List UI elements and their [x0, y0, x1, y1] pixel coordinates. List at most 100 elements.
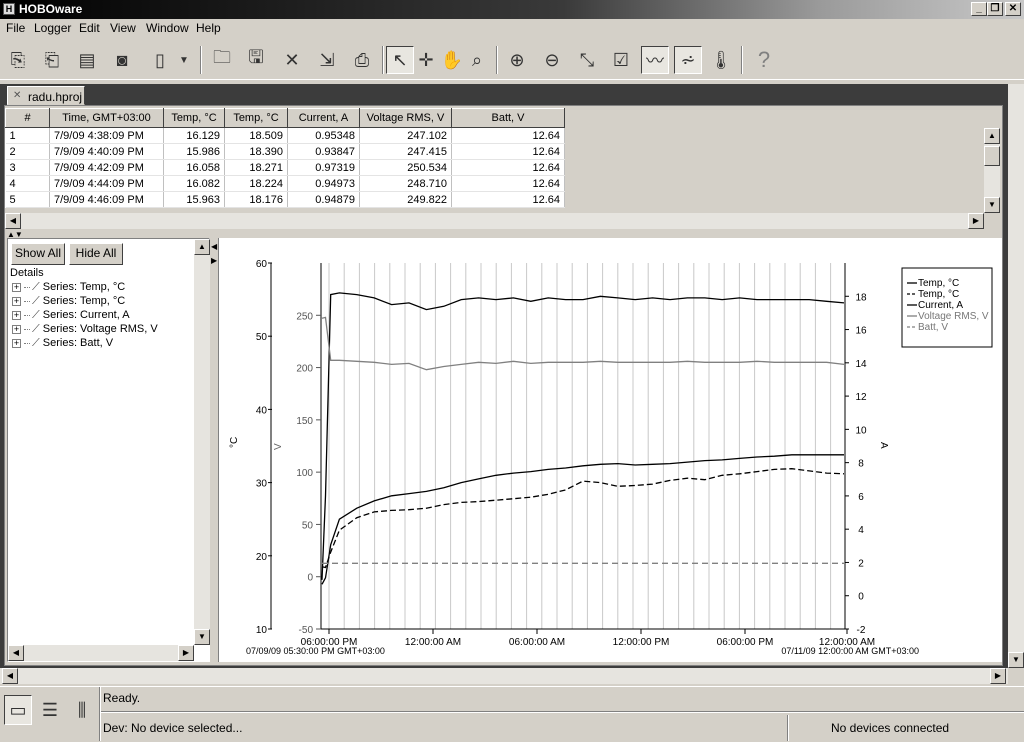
tree-item-series[interactable]: + ⟋ Series: Current, A: [12, 309, 130, 322]
expand-icon[interactable]: +: [12, 337, 21, 348]
table-row[interactable]: 5 7/9/09 4:46:09 PM 15.963 18.176 0.94879 249…: [5, 191, 565, 208]
table-cell: 7/9/09 4:42:09 PM: [49, 159, 164, 176]
tick-label-a: 4: [858, 525, 864, 536]
tick-label-a: 14: [855, 359, 867, 370]
series-line-2: [321, 292, 845, 580]
col-header-voltage[interactable]: Voltage RMS, V: [359, 108, 452, 128]
tree-item-series[interactable]: + ⟋ Series: Voltage RMS, V: [12, 323, 158, 336]
restore-button[interactable]: ❐: [987, 2, 1003, 16]
table-row[interactable]: 2 7/9/09 4:40:09 PM 15.986 18.390 0.93847 247…: [5, 143, 565, 160]
status-connection: No devices connected: [831, 721, 950, 735]
magnifier-icon[interactable]: ⌕: [471, 49, 483, 70]
scroll-down-icon[interactable]: ▼: [194, 629, 210, 645]
expand-icon[interactable]: +: [12, 281, 21, 292]
table-cell: 16.082: [163, 175, 225, 192]
show-all-button[interactable]: Show All: [11, 243, 65, 265]
table-row[interactable]: 4 7/9/09 4:44:09 PM 16.082 18.224 0.94973 248…: [5, 175, 565, 192]
tree-item-series[interactable]: + ⟋ Series: Temp, °C: [12, 295, 125, 308]
col-header-temp-2[interactable]: Temp, °C: [224, 108, 288, 128]
table-row[interactable]: 3 7/9/09 4:42:09 PM 16.058 18.271 0.97319 250…: [5, 159, 565, 176]
close-button[interactable]: ✕: [1005, 2, 1021, 16]
line-chart[interactable]: 605040302010°C250200150100500-50V1816141…: [219, 238, 1003, 662]
save-icon[interactable]: 🖫: [248, 47, 264, 67]
readout-icon[interactable]: ⎗: [44, 49, 60, 70]
toolbar-separator: [382, 46, 384, 74]
scroll-up-icon[interactable]: ▲: [984, 128, 1000, 144]
tree-item-label: Series: Voltage RMS, V: [42, 323, 158, 335]
scroll-up-icon[interactable]: ▲: [194, 239, 210, 255]
launch-logger-icon[interactable]: ⎘: [10, 49, 26, 70]
scroll-thumb[interactable]: [984, 146, 1000, 166]
line-graph-icon[interactable]: 〰: [641, 46, 669, 74]
thermometer-icon[interactable]: 🌡: [709, 49, 733, 70]
main-horizontal-scrollbar[interactable]: ◀ ▶: [0, 668, 1008, 684]
menu-window[interactable]: Window: [146, 21, 189, 35]
tick-label-c: 40: [256, 405, 268, 416]
menu-view[interactable]: View: [110, 21, 136, 35]
tick-label-a: -2: [857, 625, 866, 636]
scroll-left-icon[interactable]: ◀: [2, 668, 18, 684]
print-icon[interactable]: ⎙: [354, 49, 370, 70]
tree-item-series[interactable]: + ⟋ Series: Batt, V: [12, 337, 113, 350]
status-icon[interactable]: ▤: [78, 49, 96, 70]
menu-edit[interactable]: Edit: [79, 21, 100, 35]
graph-grid-icon[interactable]: ⩫: [674, 46, 702, 74]
pointer-icon[interactable]: ↖: [386, 46, 414, 74]
table-row[interactable]: 1 7/9/09 4:38:09 PM 16.129 18.509 0.95348 247…: [5, 127, 565, 144]
details-vertical-scrollbar[interactable]: ▲ ▼: [194, 239, 210, 645]
col-header-temp-1[interactable]: Temp, °C: [163, 108, 225, 128]
checklist-icon[interactable]: ☑: [612, 49, 630, 70]
scroll-right-icon[interactable]: ▶: [178, 645, 194, 661]
table-cell: 7/9/09 4:40:09 PM: [49, 143, 164, 160]
menu-logger[interactable]: Logger: [34, 21, 72, 35]
menu-file[interactable]: File: [6, 21, 26, 35]
pan-hand-icon[interactable]: ✋: [440, 49, 464, 70]
data-table-area: # Time, GMT+03:00 Temp, °C Temp, °C Curr…: [5, 108, 986, 212]
delete-icon[interactable]: ✕: [284, 49, 300, 70]
zoom-in-icon[interactable]: ⊕: [509, 49, 525, 70]
close-tab-icon[interactable]: ✕: [13, 90, 22, 101]
col-header-time[interactable]: Time, GMT+03:00: [49, 108, 164, 128]
expand-icon[interactable]: +: [12, 295, 21, 306]
crosshair-icon[interactable]: ✛: [418, 49, 434, 70]
scroll-left-icon[interactable]: ◀: [8, 645, 24, 661]
stacked-view-icon[interactable]: ☰: [41, 699, 59, 720]
stop-logger-icon[interactable]: ◙: [116, 49, 128, 70]
splitter-arrows-icon[interactable]: ▲▼: [7, 230, 23, 239]
scroll-down-icon[interactable]: ▼: [984, 197, 1000, 213]
expand-icon[interactable]: +: [12, 323, 21, 334]
scroll-left-icon[interactable]: ◀: [5, 213, 21, 229]
col-header-index[interactable]: #: [5, 108, 50, 128]
main-vertical-scrollbar[interactable]: ▼: [1008, 84, 1024, 668]
expand-icon[interactable]: +: [12, 309, 21, 320]
column-view-icon[interactable]: ⫼: [77, 699, 87, 720]
status-device: Dev: No device selected...: [103, 721, 243, 735]
table-cell: 0.95348: [287, 127, 360, 144]
col-header-current[interactable]: Current, A: [287, 108, 360, 128]
single-view-icon[interactable]: ▭: [4, 695, 32, 725]
device-icon[interactable]: ▯: [155, 49, 165, 70]
details-horizontal-scrollbar[interactable]: ◀ ▶: [8, 645, 194, 661]
col-header-batt[interactable]: Batt, V: [451, 108, 565, 128]
zoom-fit-icon[interactable]: ⤡: [579, 49, 595, 70]
tree-item-label: Series: Temp, °C: [42, 295, 126, 307]
splitter-arrows-icon[interactable]: ◀ ▶: [211, 242, 218, 265]
tick-label-c: 60: [256, 259, 268, 270]
minimize-button[interactable]: _: [971, 2, 987, 16]
help-icon[interactable]: ?: [757, 47, 771, 72]
scroll-right-icon[interactable]: ▶: [990, 668, 1006, 684]
menu-help[interactable]: Help: [196, 21, 221, 35]
status-area: ▭ ☰ ⫼ Ready. Dev: No device selected... …: [0, 686, 1024, 742]
export-icon[interactable]: ⇲: [319, 49, 335, 70]
table-vertical-scrollbar[interactable]: ▲ ▼: [984, 128, 1000, 213]
dropdown-arrow-icon[interactable]: ▼: [179, 54, 189, 66]
zoom-out-icon[interactable]: ⊖: [544, 49, 560, 70]
tab-radu-hproj[interactable]: ✕ radu.hproj: [7, 86, 85, 105]
scroll-right-icon[interactable]: ▶: [968, 213, 984, 229]
hide-all-button[interactable]: Hide All: [69, 243, 123, 265]
tree-item-series[interactable]: + ⟋ Series: Temp, °C: [12, 281, 125, 294]
table-horizontal-scrollbar[interactable]: ◀ ▶: [5, 213, 984, 229]
details-heading: Details: [10, 267, 44, 279]
scroll-down-icon[interactable]: ▼: [1008, 652, 1024, 668]
open-folder-icon[interactable]: 🗀: [213, 47, 231, 67]
